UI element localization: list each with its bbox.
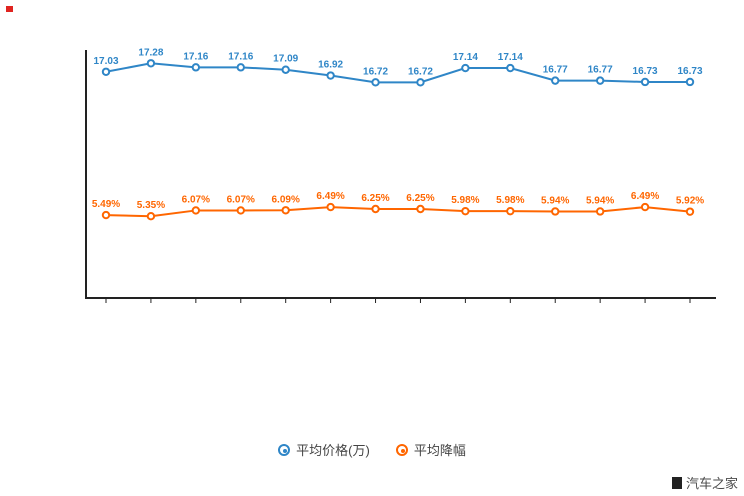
watermark-logo-icon: [671, 476, 682, 489]
data-label: 16.72: [408, 66, 433, 77]
data-label: 5.94%: [541, 195, 569, 206]
data-point[interactable]: [685, 77, 695, 87]
data-point[interactable]: [371, 78, 380, 87]
data-label: 16.73: [633, 66, 658, 77]
series-line: [105, 206, 691, 218]
data-label: 17.16: [228, 51, 253, 62]
data-label: 5.98%: [451, 195, 479, 206]
data-point[interactable]: [506, 206, 515, 216]
data-point[interactable]: [101, 67, 111, 76]
series-layer: 17.03 17.28 17.16 17.16 17.09 16.92 16.72 16.72…: [92, 47, 704, 221]
corner-marker: [6, 6, 13, 12]
data-label: 5.49%: [92, 199, 120, 210]
data-point[interactable]: [595, 207, 605, 216]
legend-item-price[interactable]: 平均价格(万): [278, 440, 370, 459]
data-point[interactable]: [236, 63, 245, 72]
data-label: 5.92%: [676, 196, 704, 207]
data-point[interactable]: [146, 212, 156, 221]
data-label: 16.92: [318, 60, 343, 71]
data-label: 6.09%: [272, 194, 300, 205]
x-axis-ticks: [105, 298, 691, 303]
data-label: 17.28: [138, 47, 163, 58]
data-label: 5.35%: [137, 200, 165, 211]
data-point[interactable]: [281, 65, 290, 74]
data-point[interactable]: [281, 206, 290, 215]
data-label: 17.16: [183, 51, 208, 62]
price-series-marker-icon: [278, 443, 291, 456]
data-point[interactable]: [595, 76, 605, 85]
data-point[interactable]: [416, 78, 425, 87]
data-point[interactable]: [685, 207, 695, 216]
data-label: 16.77: [543, 65, 568, 76]
legend-item-discount[interactable]: 平均降幅: [395, 440, 466, 459]
data-point[interactable]: [146, 59, 156, 68]
data-label: 17.14: [498, 52, 523, 63]
data-point[interactable]: [101, 210, 111, 220]
data-point[interactable]: [506, 63, 515, 73]
data-point[interactable]: [326, 202, 335, 212]
data-point[interactable]: [236, 206, 245, 215]
data-point[interactable]: [191, 63, 201, 72]
data-label: 5.98%: [496, 195, 524, 206]
data-point[interactable]: [551, 76, 560, 85]
data-label: 16.73: [677, 66, 702, 77]
data-label: 16.72: [363, 66, 388, 77]
data-label: 6.25%: [406, 193, 434, 204]
data-label: 6.07%: [182, 194, 210, 205]
data-label: 5.94%: [586, 195, 614, 206]
line-chart: 17.03 17.28 17.16 17.16 17.09 16.92 16.72 16.72…: [85, 47, 716, 303]
series-line: [105, 62, 690, 84]
data-label: 6.07%: [227, 194, 255, 205]
data-point[interactable]: [551, 207, 560, 216]
discount-series-marker-icon: [395, 443, 408, 456]
data-point[interactable]: [371, 204, 380, 214]
data-label: 17.09: [273, 54, 298, 65]
data-label: 6.49%: [631, 191, 659, 202]
price-series-label: 平均价格(万): [296, 443, 370, 458]
data-point[interactable]: [461, 63, 470, 73]
discount-series-label: 平均降幅: [413, 443, 466, 458]
data-point[interactable]: [640, 202, 650, 212]
data-point[interactable]: [191, 206, 201, 215]
data-label: 6.49%: [316, 191, 344, 202]
data-label: 6.25%: [361, 193, 389, 204]
data-point[interactable]: [640, 77, 650, 87]
data-point[interactable]: [461, 206, 470, 216]
data-label: 17.03: [93, 56, 118, 67]
chart-legend: 平均价格(万) 平均降幅: [0, 440, 744, 459]
data-label: 17.14: [453, 52, 478, 63]
data-point[interactable]: [326, 71, 335, 80]
data-point[interactable]: [416, 204, 425, 214]
watermark: 汽车之家: [671, 473, 738, 492]
watermark-text: 汽车之家: [685, 476, 738, 491]
data-label: 16.77: [588, 65, 613, 76]
